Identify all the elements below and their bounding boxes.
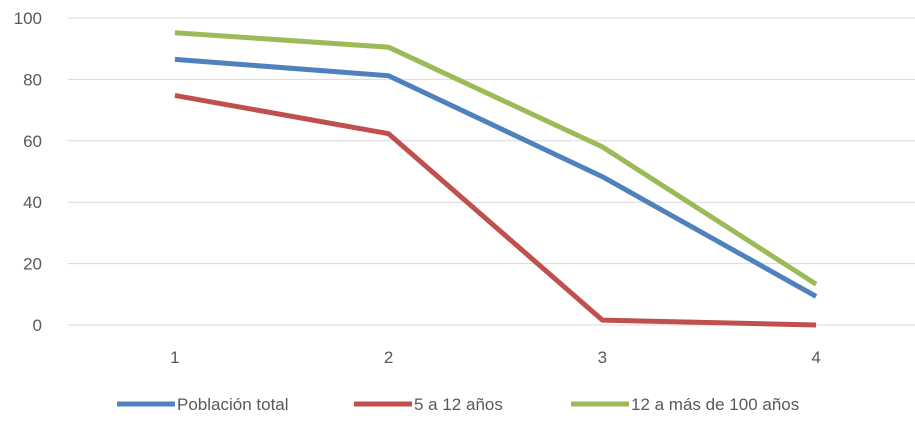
legend: Población total 5 a 12 años 12 a más de 10…	[117, 395, 799, 414]
x-axis-tick-labels: 1 2 3 4	[170, 348, 821, 367]
x-tick-label: 3	[598, 348, 607, 367]
series-lines	[174, 30, 818, 328]
x-tick-label: 1	[170, 348, 179, 367]
y-tick-label: 100	[14, 9, 42, 28]
y-tick-label: 80	[23, 70, 42, 89]
y-tick-label: 0	[33, 316, 42, 335]
y-tick-label: 40	[23, 193, 42, 212]
y-tick-label: 60	[23, 132, 42, 151]
legend-label-1: Población total	[177, 395, 289, 414]
y-tick-label: 20	[23, 255, 42, 274]
legend-label-2: 5 a 12 años	[414, 395, 503, 414]
legend-label-3: 12 a más de 100 años	[631, 395, 799, 414]
x-tick-label: 2	[384, 348, 393, 367]
series-line-2	[174, 92, 817, 328]
y-axis-tick-labels: 0 20 40 60 80 100	[14, 9, 42, 335]
series-line-1	[174, 56, 818, 299]
x-tick-label: 4	[811, 348, 820, 367]
series-line-3	[174, 30, 818, 287]
